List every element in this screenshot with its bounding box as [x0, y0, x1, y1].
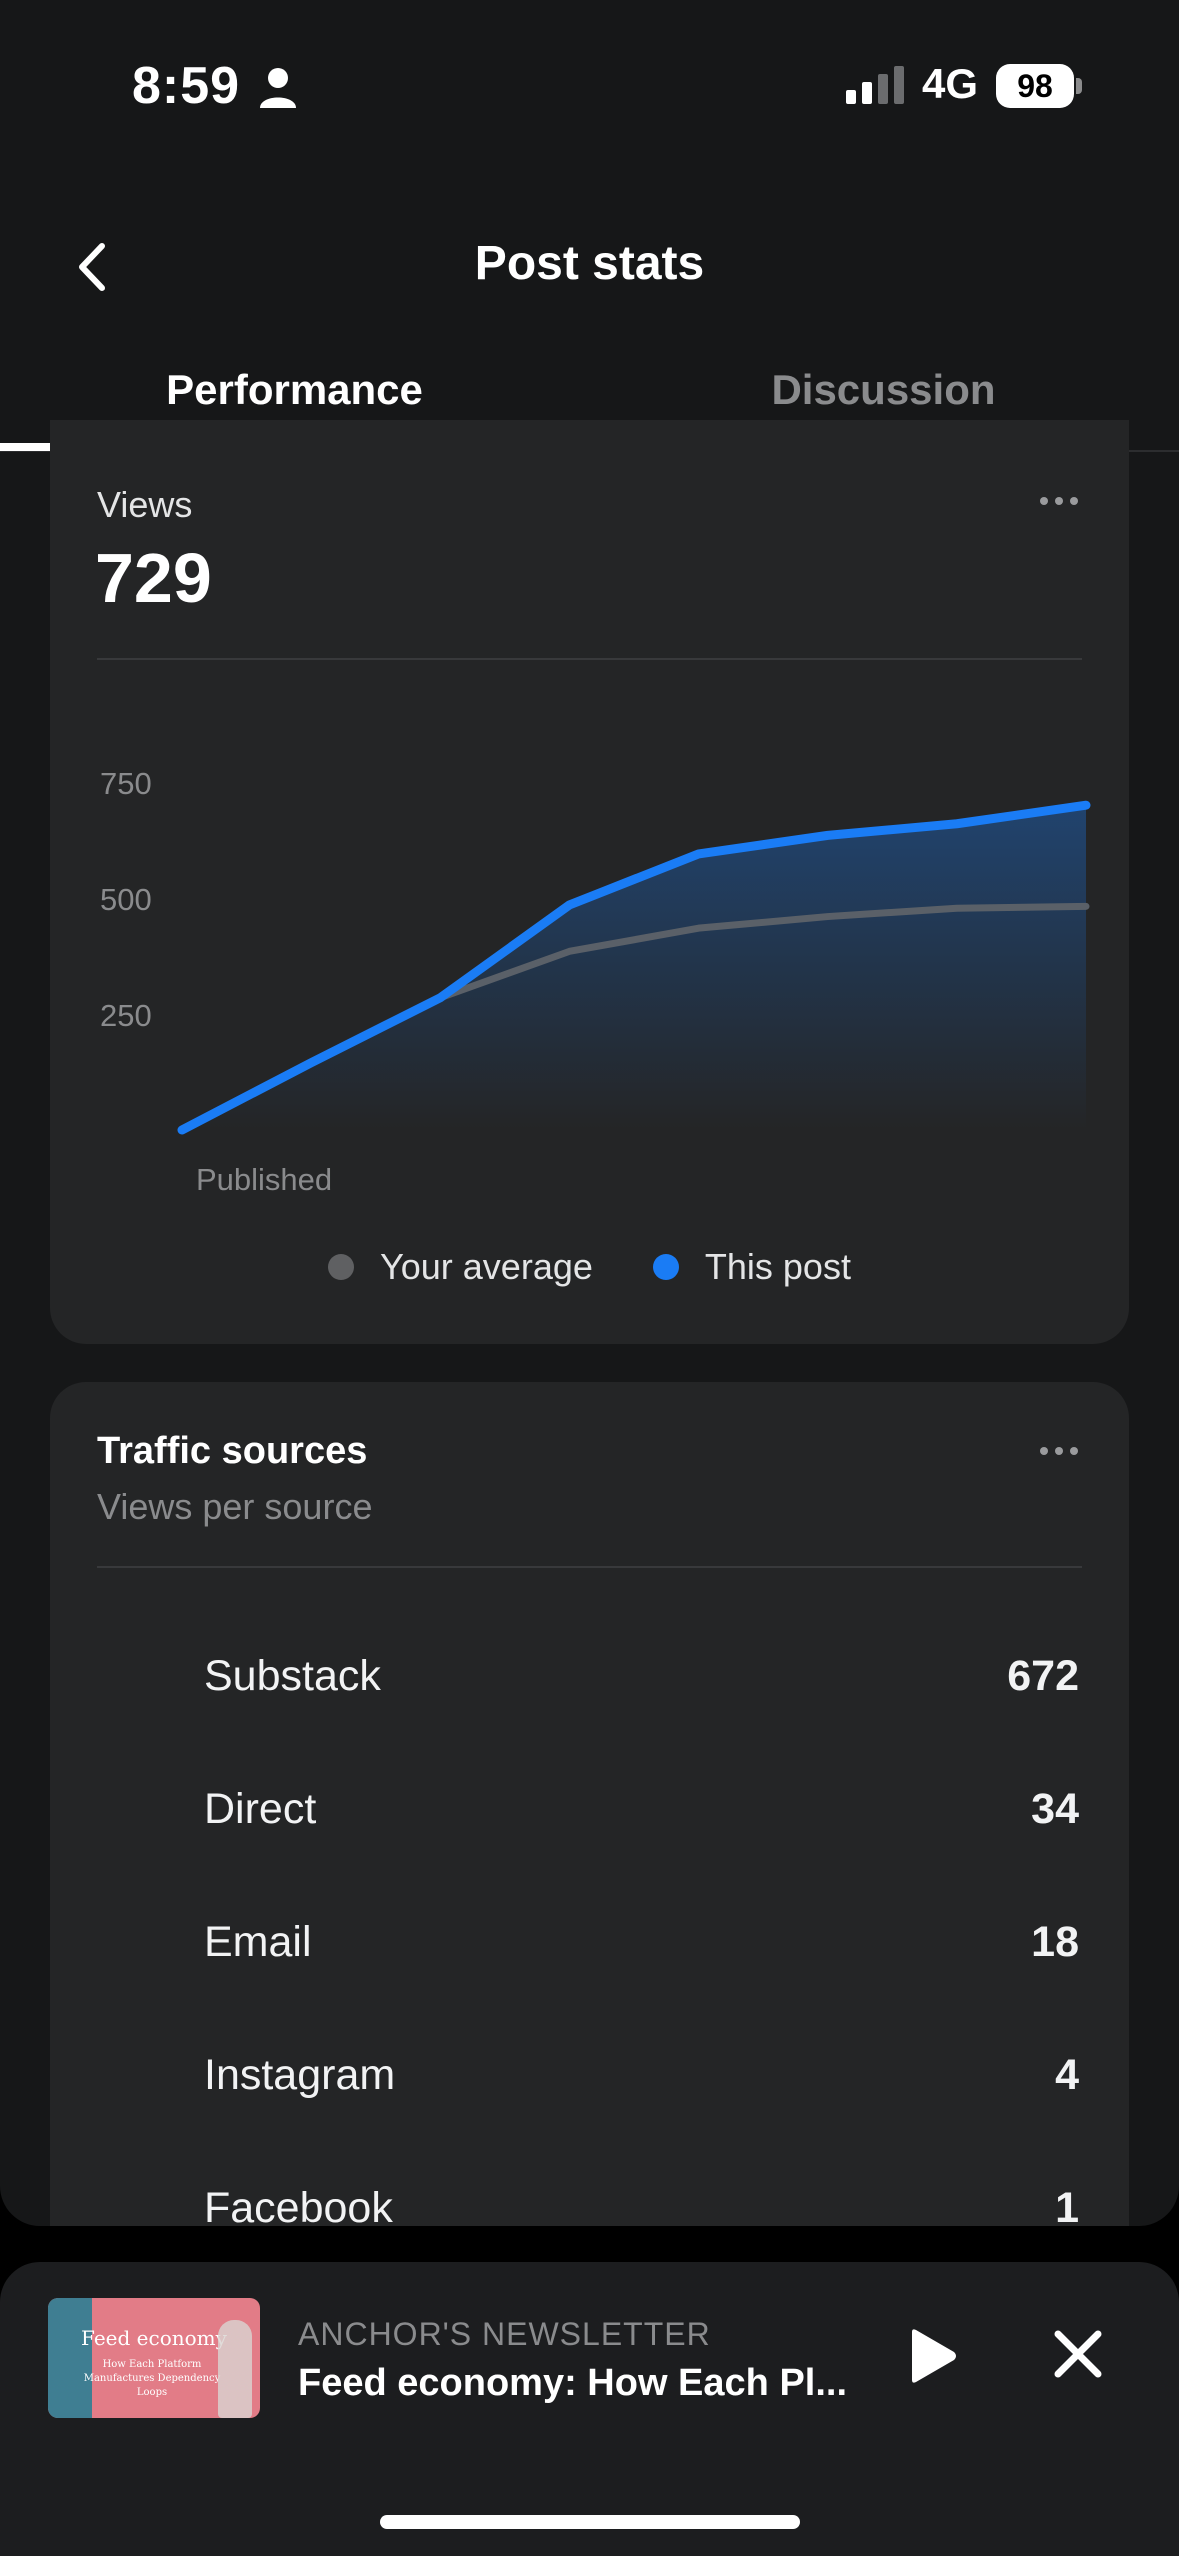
legend-item-this-post: This post: [652, 1246, 851, 1288]
views-count: 729: [95, 539, 212, 617]
thumbnail-title: Feed economy: [81, 2326, 227, 2350]
tab-discussion[interactable]: Discussion: [771, 366, 996, 413]
battery-icon: 98: [996, 64, 1074, 108]
more-options-icon[interactable]: [1039, 1446, 1079, 1456]
views-card: Views 729 750 500 250 Published Your averag…: [50, 420, 1129, 1344]
divider: [97, 1566, 1082, 1568]
publication-name: ANCHOR'S NEWSLETTER: [298, 2316, 711, 2352]
traffic-subtitle: Views per source: [97, 1486, 373, 1527]
source-name: Direct: [204, 1785, 317, 1833]
series-line-this-post: [177, 800, 1091, 1135]
post-thumbnail[interactable]: Feed economy How Each Platform Manufactu…: [48, 2298, 260, 2418]
source-name: Facebook: [204, 2184, 393, 2226]
source-row[interactable]: Facebook 1: [50, 2162, 1129, 2226]
status-time: 8:59: [132, 57, 241, 115]
divider: [97, 658, 1082, 660]
legend-label-average: Your average: [380, 1246, 593, 1287]
thumbnail-subtitle: How Each Platform Manufactures Dependenc…: [83, 2359, 221, 2398]
views-label: Views: [97, 484, 193, 525]
source-value: 4: [1055, 2051, 1079, 2099]
signal-icon: [846, 66, 904, 104]
legend-item-average: Your average: [328, 1246, 593, 1288]
source-row[interactable]: Instagram 4: [50, 2029, 1129, 2129]
back-button[interactable]: [66, 232, 126, 302]
y-tick-label: 250: [100, 998, 152, 1033]
source-name: Instagram: [204, 2051, 396, 2099]
home-indicator[interactable]: [380, 2515, 800, 2529]
network-label: 4G: [922, 60, 979, 107]
x-axis-start-label: Published: [196, 1162, 332, 1197]
page-title: Post stats: [474, 237, 705, 290]
player-post-title[interactable]: Feed economy: How Each Pl...: [298, 2362, 848, 2404]
traffic-title: Traffic sources: [97, 1430, 368, 1472]
battery-nub: [1076, 78, 1082, 94]
source-row[interactable]: Email 18: [50, 1896, 1129, 1996]
traffic-sources-card: Traffic sources Views per source Substac…: [50, 1382, 1129, 2226]
thumbnail-accent: [48, 2298, 92, 2418]
legend-dot-this-post: [652, 1254, 679, 1280]
play-icon[interactable]: [904, 2326, 960, 2386]
source-value: 1: [1055, 2184, 1079, 2226]
legend-dot-average: [328, 1254, 355, 1280]
y-tick-label: 750: [100, 766, 152, 801]
tab-performance[interactable]: Performance: [166, 366, 423, 413]
thumbnail-figure: [218, 2320, 252, 2418]
source-name: Substack: [204, 1652, 381, 1700]
app-screen: 8:59 4G 98 Post stats Performance Discus…: [0, 0, 1179, 2226]
legend-label-this-post: This post: [704, 1246, 851, 1287]
series-area-this-post: [182, 805, 1086, 1130]
more-options-icon[interactable]: [1039, 496, 1079, 506]
source-value: 672: [1007, 1652, 1079, 1700]
source-row[interactable]: Direct 34: [50, 1763, 1129, 1863]
source-value: 18: [1031, 1918, 1079, 1966]
source-name: Email: [204, 1918, 312, 1966]
source-row[interactable]: Substack 672: [50, 1630, 1129, 1730]
close-icon[interactable]: [1052, 2328, 1104, 2380]
y-tick-label: 500: [100, 882, 152, 917]
chart-legend: Your average This post: [50, 1246, 1129, 1288]
person-icon: [260, 68, 296, 108]
views-chart: 750 500 250 Published: [100, 766, 1091, 1197]
source-value: 34: [1031, 1785, 1079, 1833]
mini-player[interactable]: Feed economy How Each Platform Manufactu…: [0, 2262, 1179, 2556]
